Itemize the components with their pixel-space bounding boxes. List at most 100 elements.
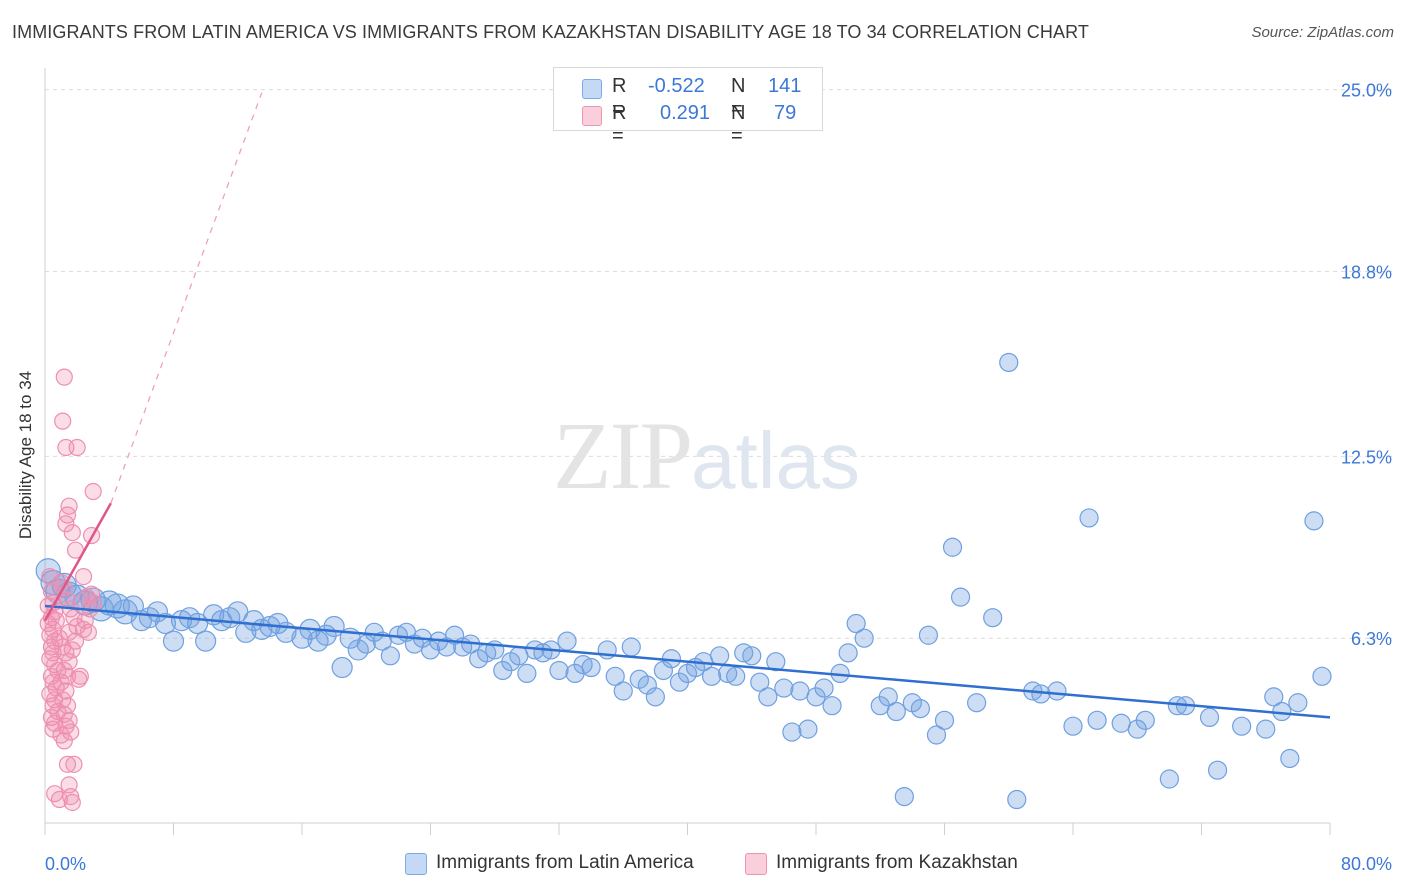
point-latin-america <box>645 687 665 707</box>
point-latin-america <box>170 609 193 632</box>
series-label: Immigrants from Kazakhstan <box>776 852 1018 873</box>
point-latin-america <box>1280 748 1300 769</box>
point-kazakhstan <box>62 723 80 741</box>
point-latin-america <box>605 666 625 686</box>
point-latin-america <box>1256 719 1276 739</box>
point-latin-america <box>1288 693 1308 713</box>
point-latin-america <box>1135 710 1155 730</box>
point-kazakhstan <box>57 682 75 700</box>
point-kazakhstan <box>58 667 77 685</box>
point-latin-america <box>742 646 762 666</box>
point-latin-america <box>999 352 1019 373</box>
watermark-zip: ZIP <box>553 402 693 509</box>
point-latin-america <box>1207 760 1228 780</box>
point-latin-america <box>967 693 987 713</box>
legend-r-label: R = <box>612 102 627 147</box>
point-kazakhstan <box>68 438 86 457</box>
legend-r-label: R = <box>612 75 627 120</box>
y-tick-label: 25.0% <box>1341 81 1392 101</box>
point-latin-america <box>1304 511 1324 531</box>
point-latin-america <box>934 710 955 730</box>
point-kazakhstan <box>79 623 97 641</box>
y-axis-label: Disability Age 18 to 34 <box>16 370 35 540</box>
legend-r-value: 0.291 <box>660 102 711 124</box>
point-latin-america <box>854 628 874 648</box>
legend-n-label: N = <box>731 75 746 120</box>
point-latin-america <box>1007 789 1027 810</box>
point-latin-america <box>1199 707 1220 728</box>
point-latin-america <box>774 678 794 698</box>
point-latin-america <box>549 660 569 681</box>
point-latin-america <box>790 681 810 701</box>
point-kazakhstan <box>74 567 93 586</box>
watermark-atlas: atlas <box>691 416 860 505</box>
point-latin-america <box>195 630 217 652</box>
point-latin-america <box>838 643 858 663</box>
point-latin-america <box>726 666 746 686</box>
point-kazakhstan <box>71 667 89 685</box>
point-latin-america <box>846 613 866 634</box>
x-tick-label-max: 80.0% <box>1341 854 1392 874</box>
point-latin-america <box>1264 687 1284 707</box>
point-kazakhstan <box>84 482 102 501</box>
point-latin-america <box>910 698 931 719</box>
point-latin-america <box>822 696 842 716</box>
point-kazakhstan <box>54 412 72 430</box>
point-kazakhstan <box>63 793 81 812</box>
point-latin-america <box>1079 508 1099 528</box>
point-latin-america <box>1232 716 1252 736</box>
chart-title: IMMIGRANTS FROM LATIN AMERICA VS IMMIGRA… <box>12 22 1089 42</box>
point-latin-america <box>1159 769 1179 789</box>
point-latin-america <box>710 646 730 666</box>
point-kazakhstan <box>82 585 101 603</box>
legend-n-label: N = <box>731 102 746 147</box>
source-credit: Source: ZipAtlas.com <box>1251 24 1394 41</box>
point-latin-america <box>758 687 778 707</box>
point-kazakhstan <box>60 623 78 641</box>
point-latin-america <box>701 666 722 686</box>
series-swatch-blue <box>405 853 427 875</box>
y-tick-label: 6.3% <box>1351 629 1392 649</box>
point-kazakhstan <box>65 755 83 773</box>
trend-line-latin-america <box>44 604 1331 719</box>
y-tick-label: 18.8% <box>1341 263 1392 283</box>
point-latin-america <box>380 646 400 666</box>
point-latin-america <box>1312 666 1332 686</box>
legend-n-value: 79 <box>774 102 797 124</box>
series-swatch-pink <box>745 853 767 875</box>
correlation-legend: R = -0.522 N = 141 R = 0.291 N = 79 <box>553 67 823 147</box>
point-latin-america <box>814 678 834 698</box>
point-kazakhstan <box>52 673 70 691</box>
point-kazakhstan <box>60 497 78 515</box>
trend-line-kazakhstan <box>43 502 112 622</box>
point-latin-america <box>983 608 1003 628</box>
point-latin-america <box>557 631 577 651</box>
point-kazakhstan <box>58 755 77 773</box>
point-latin-america <box>782 722 802 742</box>
point-latin-america <box>1087 710 1107 730</box>
point-latin-america <box>331 656 353 679</box>
point-kazakhstan <box>39 614 57 633</box>
point-latin-america <box>154 612 177 635</box>
point-kazakhstan <box>63 523 81 542</box>
point-latin-america <box>581 657 601 678</box>
legend-swatch-pink <box>582 106 602 126</box>
point-latin-america <box>766 652 786 672</box>
point-latin-america <box>798 719 818 739</box>
point-kazakhstan <box>70 670 88 688</box>
point-latin-america <box>1047 681 1067 701</box>
point-latin-america <box>1063 716 1083 736</box>
point-latin-america <box>926 725 947 745</box>
point-kazakhstan <box>63 641 81 659</box>
point-kazakhstan <box>66 632 85 650</box>
point-latin-america <box>878 687 898 707</box>
point-latin-america <box>267 612 289 635</box>
point-latin-america <box>509 646 529 666</box>
point-latin-america <box>950 587 971 607</box>
point-latin-america <box>918 625 939 645</box>
y-tick-label: 12.5% <box>1341 447 1392 467</box>
legend-r-value: -0.522 <box>648 75 705 97</box>
point-latin-america <box>621 637 641 657</box>
trend-line-kazakhstan-extended <box>110 92 263 504</box>
